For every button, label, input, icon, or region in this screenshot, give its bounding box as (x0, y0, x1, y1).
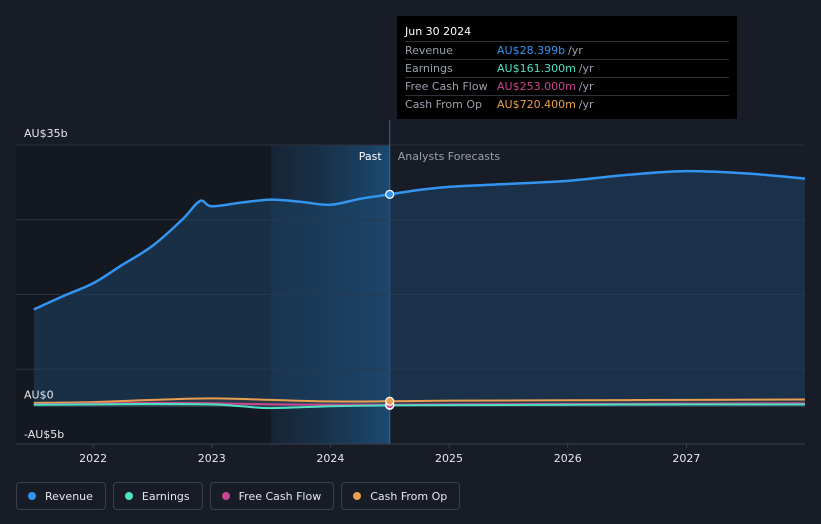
legend-dot-icon (221, 492, 230, 500)
x-tick-label: 2024 (316, 452, 344, 465)
tooltip-row-cash-from-op: Cash From Op AU$720.400m /yr (405, 96, 729, 113)
legend-label: Cash From Op (370, 489, 448, 503)
tooltip-value: AU$720.400m (497, 98, 576, 111)
x-tick-label: 2026 (554, 452, 582, 465)
legend-item-revenue[interactable]: Revenue (16, 482, 106, 510)
tooltip-label: Revenue (405, 44, 453, 57)
tooltip-date: Jun 30 2024 (405, 24, 729, 42)
revenue-marker (385, 189, 395, 199)
chart-legend: Revenue Earnings Free Cash Flow Cash Fro… (16, 482, 461, 510)
legend-item-earnings[interactable]: Earnings (112, 482, 203, 510)
y-tick-label: AU$0 (24, 389, 54, 402)
x-tick-label: 2025 (435, 452, 463, 465)
cash-from-op-marker (385, 396, 395, 406)
x-tick-label: 2027 (672, 452, 700, 465)
tooltip-value: AU$161.300m (497, 62, 576, 75)
tooltip-row-earnings: Earnings AU$161.300m /yr (405, 60, 729, 78)
y-tick-label: AU$35b (24, 127, 68, 140)
tooltip-label: Cash From Op (405, 98, 483, 111)
x-tick-label: 2023 (198, 452, 226, 465)
tooltip-unit: /yr (578, 98, 594, 111)
data-tooltip: Jun 30 2024 Revenue AU$28.399b /yr Earni… (397, 16, 737, 119)
tooltip-label: Earnings (405, 62, 453, 75)
tooltip-unit: /yr (568, 44, 583, 57)
legend-label: Free Cash Flow (238, 489, 322, 503)
tooltip-row-revenue: Revenue AU$28.399b /yr (405, 42, 729, 60)
tooltip-value: AU$253.000m (497, 80, 576, 93)
legend-label: Revenue (45, 489, 93, 503)
tooltip-unit: /yr (578, 80, 594, 93)
legend-item-free-cash-flow[interactable]: Free Cash Flow (209, 482, 335, 510)
y-tick-label: -AU$5b (24, 428, 64, 441)
tooltip-value: AU$28.399b (497, 44, 566, 57)
x-tick-label: 2022 (79, 452, 107, 465)
revenue-area (33, 171, 806, 407)
past-label: Past (359, 150, 383, 163)
cash-from-op-line (33, 397, 806, 404)
legend-dot-icon (28, 492, 36, 500)
tooltip-unit: /yr (578, 62, 594, 75)
legend-label: Earnings (141, 489, 190, 503)
revenue-line (33, 169, 806, 311)
forecast-label: Analysts Forecasts (398, 150, 501, 163)
tooltip-row-free-cash-flow: Free Cash Flow AU$253.000m /yr (405, 78, 729, 96)
revenue-earnings-chart: AU$35b AU$0 -AU$5b 2022 2023 2024 2025 2026 2027… (16, 120, 806, 465)
legend-dot-icon (353, 492, 362, 500)
earnings-line (33, 403, 806, 410)
tooltip-label: Free Cash Flow (405, 80, 488, 93)
legend-dot-icon (124, 492, 133, 500)
legend-item-cash-from-op[interactable]: Cash From Op (341, 482, 461, 510)
